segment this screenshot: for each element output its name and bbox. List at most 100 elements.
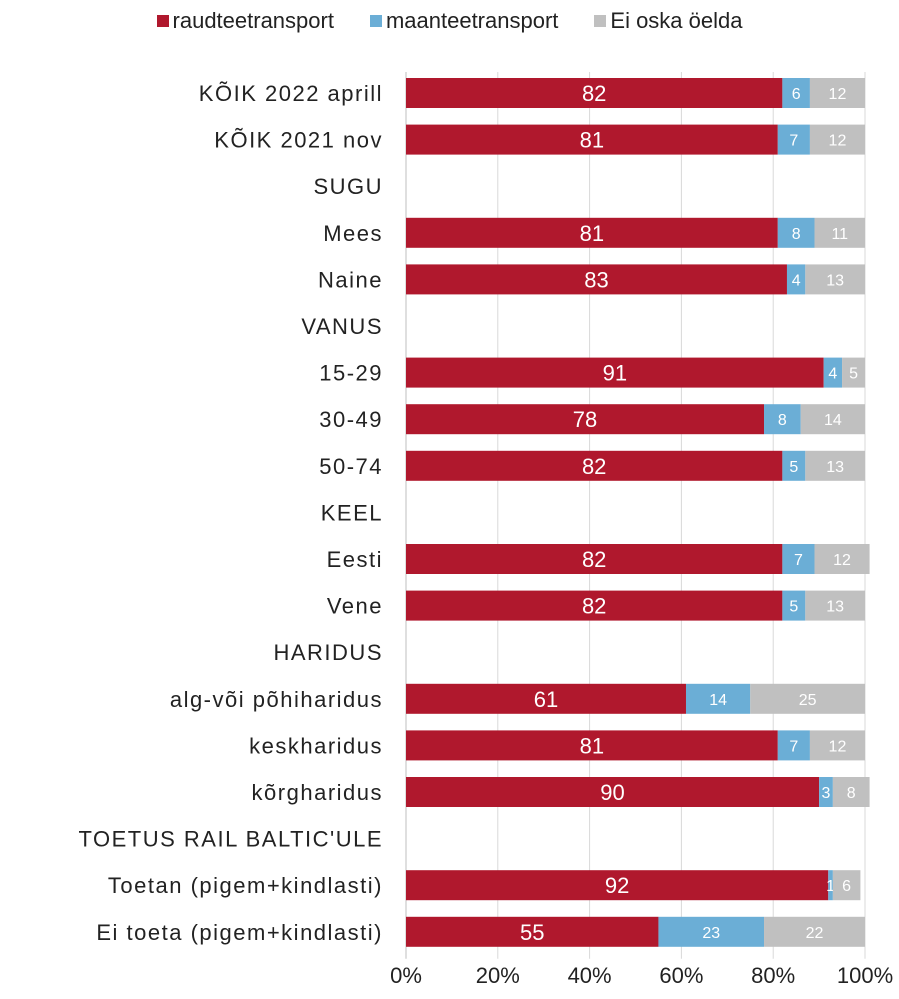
bar-segment [786, 264, 806, 295]
bar-segment [782, 450, 806, 481]
bar-segment [805, 450, 865, 481]
data-label: 82 [582, 547, 606, 572]
data-label: 1 [826, 878, 835, 895]
grid-lines [405, 72, 866, 959]
data-label: 13 [826, 459, 844, 476]
category-label: Eesti [327, 547, 383, 572]
bar-segment [406, 683, 686, 714]
data-label: 23 [702, 925, 720, 942]
data-label: 5 [789, 459, 798, 476]
bar-segment [782, 544, 815, 574]
data-label: 81 [580, 128, 604, 153]
bar-segment [828, 870, 833, 901]
legend-item: maanteetransport [369, 8, 559, 34]
data-label: 91 [603, 361, 627, 386]
category-label: Vene [327, 594, 383, 619]
bar-segment [750, 683, 865, 714]
data-label: 6 [792, 86, 801, 103]
data-label: 7 [789, 738, 798, 755]
data-label: 13 [826, 272, 844, 289]
legend-label: maanteetransport [385, 8, 559, 33]
x-tick-label: 20% [476, 963, 520, 988]
bar-segment [685, 683, 751, 714]
data-label: 14 [709, 692, 727, 709]
bar-segment [406, 590, 783, 621]
category-label: kõrgharidus [252, 780, 383, 805]
bar-segment [658, 916, 765, 947]
data-label: 3 [822, 785, 831, 802]
bar-segment [406, 870, 829, 901]
legend-label: Ei oska öelda [610, 8, 743, 33]
data-label: 25 [799, 692, 817, 709]
category-label: SUGU [313, 174, 383, 199]
data-label: 81 [580, 221, 604, 246]
category-label: alg-või põhiharidus [170, 687, 383, 712]
x-tick-label: 60% [659, 963, 703, 988]
data-label: 82 [582, 454, 606, 479]
bar-segment [406, 730, 778, 761]
bar-segment [777, 124, 810, 155]
data-label: 12 [829, 86, 847, 103]
data-label: 92 [605, 873, 629, 898]
data-label: 55 [520, 920, 544, 945]
data-label: 5 [789, 599, 798, 616]
bar-segment [406, 916, 659, 947]
data-label: 8 [847, 785, 856, 802]
data-label: 8 [778, 412, 787, 429]
bar-segment [832, 777, 870, 807]
bar-segment [777, 217, 815, 248]
bar-segment [814, 217, 865, 248]
bar-segment [842, 357, 865, 388]
data-label: 12 [829, 133, 847, 150]
x-tick-label: 0% [390, 963, 422, 988]
data-label: 12 [829, 738, 847, 755]
data-label: 13 [826, 599, 844, 616]
data-label: 11 [831, 226, 848, 243]
data-label: 8 [792, 226, 801, 243]
chart-legend: raudteetransport maanteetransport Ei oska … [0, 8, 899, 34]
data-label: 14 [824, 412, 842, 429]
category-labels: KÕIK 2022 aprill KÕIK 2021 nov SUGU Mees Nai… [78, 81, 383, 945]
category-label: Naine [318, 267, 383, 292]
data-label: 22 [806, 925, 824, 942]
x-tick-label: 40% [568, 963, 612, 988]
bar-segment [777, 730, 810, 761]
category-label: KEEL [321, 500, 383, 525]
data-label: 12 [833, 552, 851, 569]
bar-segment [406, 357, 824, 388]
data-label: 5 [849, 366, 858, 383]
bar-segment [406, 124, 778, 155]
data-label: 83 [584, 267, 608, 292]
category-label: 15-29 [319, 361, 383, 386]
x-axis-tick-labels: 0% 20% 40% 60% 80% 100% [390, 963, 893, 988]
bar-segment [782, 78, 810, 108]
bar-segment [832, 870, 861, 901]
x-tick-label: 100% [837, 963, 893, 988]
data-label: 7 [794, 552, 803, 569]
legend-label: raudteetransport [172, 8, 334, 33]
category-label: Ei toeta (pigem+kindlasti) [96, 920, 383, 945]
bar-segment [805, 590, 865, 621]
category-label: TOETUS RAIL BALTIC'ULE [78, 827, 383, 852]
category-label: KÕIK 2022 aprill [199, 81, 383, 106]
bar-segment [764, 404, 801, 435]
data-label: 61 [534, 687, 558, 712]
data-label: 82 [582, 594, 606, 619]
bar-segment [805, 264, 865, 295]
bar-segment [809, 124, 865, 155]
data-label: 82 [582, 81, 606, 106]
category-label: Mees [323, 221, 383, 246]
bar-segment [406, 450, 783, 481]
bar-segment [782, 590, 806, 621]
data-label: 81 [580, 733, 604, 758]
category-label: HARIDUS [273, 640, 383, 665]
category-label: 30-49 [319, 407, 383, 432]
bar-segment [406, 78, 783, 108]
legend-swatch [156, 15, 169, 27]
bar-segment [406, 544, 783, 574]
bar-segment [809, 730, 865, 761]
bar-segment [406, 264, 787, 295]
category-label: 50-74 [319, 454, 383, 479]
category-label: VANUS [301, 314, 383, 339]
